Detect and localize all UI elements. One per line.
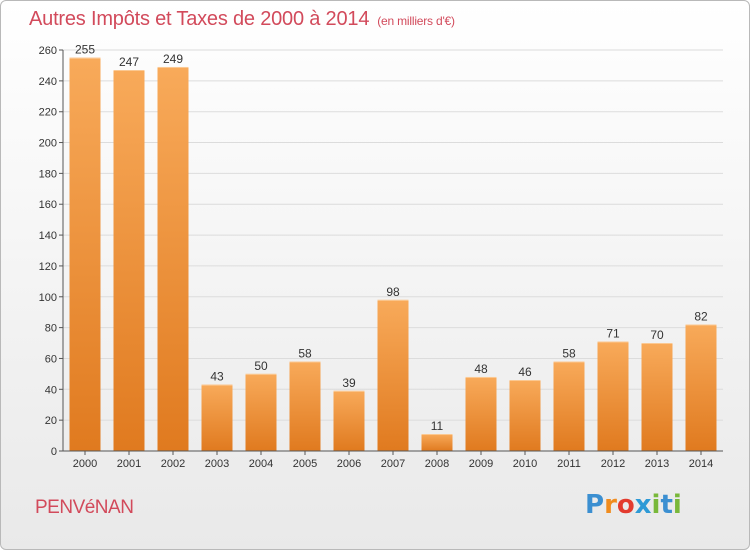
bar — [69, 57, 101, 451]
bar — [289, 361, 321, 451]
bar — [553, 361, 585, 451]
y-tick-label: 0 — [51, 446, 57, 458]
x-axis: 2000 2001 2002 2003 2004 2005 2006 2007 2008 2009… — [63, 450, 723, 470]
logo-letter: P — [585, 490, 605, 520]
data-label: 48 — [474, 362, 488, 376]
x-tick-label: 2010 — [513, 458, 537, 470]
bar — [157, 66, 189, 451]
y-tick-label: 160 — [39, 199, 57, 211]
logo-letter: r — [604, 490, 617, 520]
y-tick-label: 120 — [39, 261, 57, 273]
x-tick-label: 2012 — [601, 458, 625, 470]
chart-subtitle: (en milliers d'€) — [377, 14, 455, 28]
chart-title: Autres Impôts et Taxes de 2000 à 2014 (en… — [29, 8, 455, 31]
x-tick-label: 2008 — [425, 458, 449, 470]
bar — [509, 380, 541, 451]
y-tick-label: 40 — [45, 384, 57, 396]
bar — [245, 373, 277, 451]
logo-letter: o — [616, 490, 635, 520]
y-tick-label: 180 — [39, 168, 57, 180]
y-tick-label: 80 — [45, 323, 57, 335]
x-tick-label: 2013 — [645, 458, 669, 470]
x-tick-label: 2002 — [161, 458, 185, 470]
data-label: 58 — [298, 347, 312, 361]
x-tick-label: 2014 — [689, 458, 713, 470]
data-label: 11 — [431, 419, 444, 433]
x-tick-label: 2004 — [249, 458, 273, 470]
y-tick-label: 220 — [39, 107, 57, 119]
y-tick-label: 240 — [39, 76, 57, 88]
commune-name: PENVéNAN — [35, 497, 134, 518]
y-tick-label: 200 — [39, 138, 57, 150]
y-tick-label: 260 — [39, 45, 57, 57]
x-tick-label: 2011 — [557, 458, 581, 470]
y-tick-label: 100 — [39, 292, 57, 304]
y-tick-label: 140 — [39, 230, 57, 242]
x-tick-label: 2000 — [73, 458, 97, 470]
y-tick-label: 60 — [45, 353, 57, 365]
x-tick-label: 2005 — [293, 458, 317, 470]
data-label: 247 — [119, 55, 139, 69]
bars: 255 247 249 43 50 58 39 98 11 48 46 58 71 70 82 — [69, 43, 717, 452]
bar — [597, 341, 629, 451]
data-label: 71 — [606, 326, 620, 340]
bar — [201, 384, 233, 451]
x-tick-label: 2001 — [117, 458, 141, 470]
data-label: 39 — [342, 376, 356, 390]
bar — [333, 390, 365, 451]
data-label: 98 — [386, 285, 400, 299]
data-label: 70 — [650, 328, 664, 342]
logo-letter: i — [651, 490, 661, 520]
logo-letter: t — [660, 490, 673, 520]
data-label: 58 — [562, 347, 576, 361]
data-label: 255 — [75, 43, 95, 57]
bar — [377, 299, 409, 451]
proxiti-logo[interactable]: Proxiti — [585, 490, 682, 520]
bar — [113, 70, 145, 452]
data-label: 46 — [518, 365, 532, 379]
x-tick-label: 2003 — [205, 458, 229, 470]
y-tick-label: 20 — [45, 415, 57, 427]
data-label: 82 — [694, 310, 708, 324]
logo-letter: i — [672, 490, 682, 520]
data-label: 43 — [210, 370, 224, 384]
data-label: 249 — [163, 52, 183, 66]
x-tick-label: 2006 — [337, 458, 361, 470]
x-tick-label: 2009 — [469, 458, 493, 470]
data-label: 50 — [254, 359, 268, 373]
logo-letter: x — [634, 490, 652, 520]
bar — [421, 434, 453, 451]
title-text: Autres Impôts et Taxes de 2000 à 2014 — [29, 8, 370, 30]
y-axis: 0 20 40 60 80 100 120 140 160 180 200 220 240 260 — [39, 45, 64, 458]
bar — [685, 324, 717, 451]
bar — [641, 343, 673, 451]
bar — [465, 376, 497, 451]
x-tick-label: 2007 — [381, 458, 405, 470]
